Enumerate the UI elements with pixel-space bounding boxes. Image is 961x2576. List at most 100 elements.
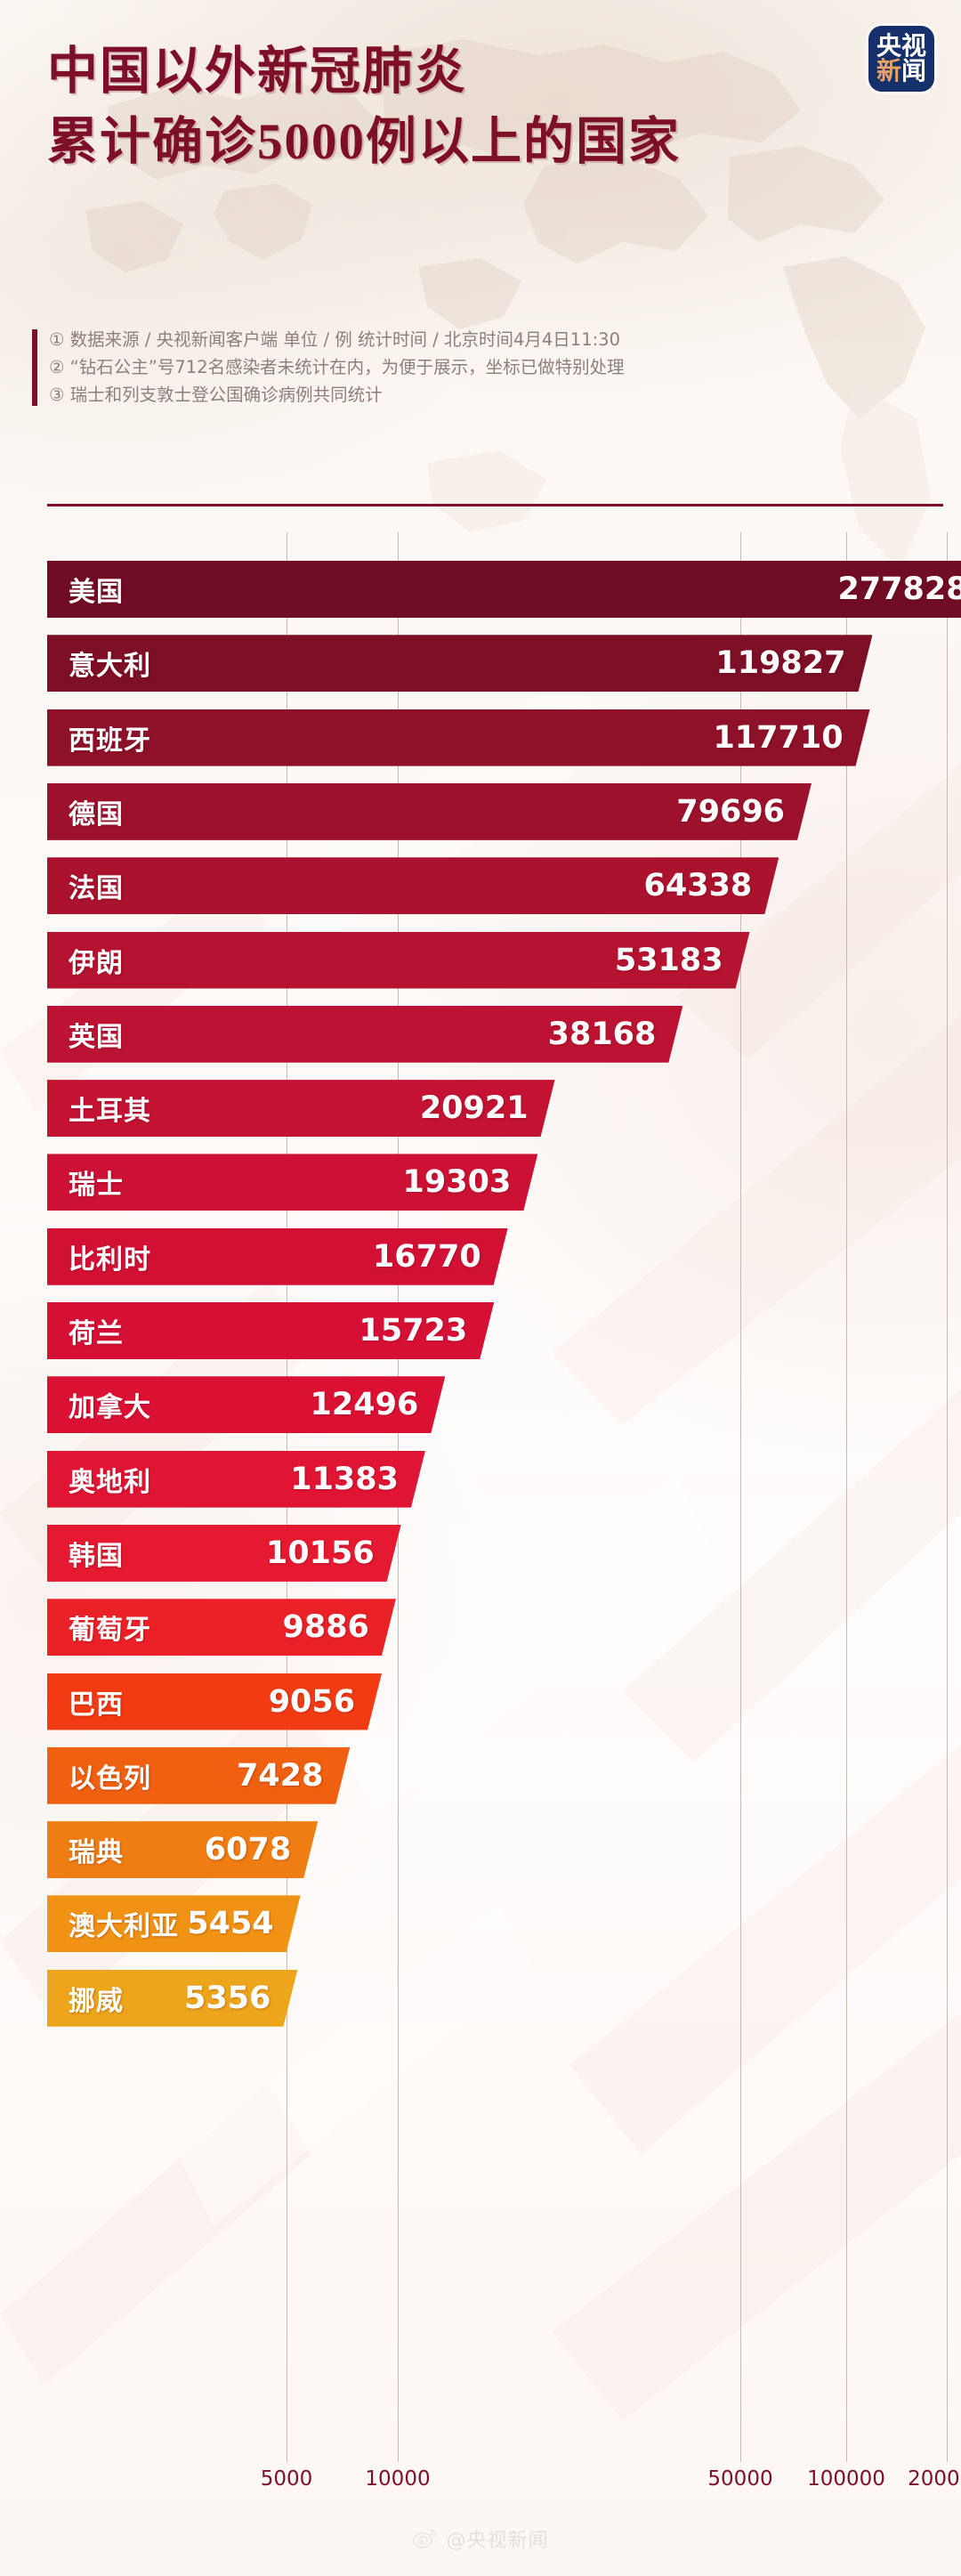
bar-fill bbox=[47, 1376, 445, 1433]
footer-watermark: @央视新闻 bbox=[0, 2524, 961, 2553]
bar-value-label: 7428 bbox=[236, 1757, 324, 1794]
cctv-news-logo: 央 视 新 闻 bbox=[868, 26, 934, 92]
bar-country-label: 加拿大 bbox=[69, 1393, 151, 1423]
bar-value-label: 277828 bbox=[837, 571, 961, 607]
bar-country-label: 比利时 bbox=[69, 1244, 151, 1275]
bar-country-label: 意大利 bbox=[69, 652, 151, 682]
x-axis-tick-label: 10000 bbox=[365, 2467, 431, 2491]
bar-row: 德国 79696 bbox=[47, 783, 812, 840]
logo-char-shi: 视 bbox=[901, 32, 927, 60]
bar-fill bbox=[47, 1228, 508, 1285]
bar-country-label: 美国 bbox=[69, 578, 124, 607]
note-item-1: ① 数据来源 / 央视新闻客户端 单位 / 例 统计时间 / 北京时间4月4日1… bbox=[49, 329, 620, 350]
bar-country-label: 澳大利亚 bbox=[69, 1912, 179, 1942]
logo-char-xin: 新 bbox=[876, 57, 901, 85]
bar-fill bbox=[47, 1302, 494, 1359]
bar-row: 比利时 16770 bbox=[47, 1228, 508, 1285]
bar-fill bbox=[47, 709, 870, 766]
bar-country-label: 以色列 bbox=[69, 1763, 151, 1794]
bar-value-label: 16770 bbox=[372, 1238, 481, 1275]
bar-country-label: 土耳其 bbox=[69, 1097, 151, 1127]
bar-fill bbox=[47, 1154, 537, 1211]
bar-country-label: 奥地利 bbox=[69, 1467, 151, 1497]
bar-country-label: 荷兰 bbox=[69, 1319, 124, 1349]
weibo-icon bbox=[412, 2528, 439, 2549]
x-axis-tick-label: 100000 bbox=[807, 2467, 885, 2491]
bar-value-label: 9886 bbox=[282, 1609, 369, 1646]
bar-row: 伊朗 53183 bbox=[47, 932, 750, 989]
bar-country-label: 挪威 bbox=[69, 1986, 124, 2016]
x-axis-tick-label: 200000 bbox=[908, 2467, 961, 2491]
bar-value-label: 117710 bbox=[713, 719, 844, 756]
gridline-100000 bbox=[846, 532, 847, 2462]
page-title: 中国以外新冠肺炎 累计确诊5000例以上的国家 bbox=[47, 46, 681, 167]
logo-char-wen: 闻 bbox=[901, 57, 927, 85]
bar-country-label: 德国 bbox=[69, 799, 124, 830]
bar-row: 挪威 5356 bbox=[47, 1970, 297, 2027]
bar-country-label: 伊朗 bbox=[69, 948, 124, 978]
bar-country-label: 瑞典 bbox=[69, 1838, 124, 1868]
bar-fill bbox=[47, 1599, 396, 1656]
bar-fill bbox=[47, 561, 961, 618]
bar-row: 巴西 9056 bbox=[47, 1673, 382, 1730]
bar-fill bbox=[47, 1970, 297, 2027]
bar-row: 以色列 7428 bbox=[47, 1747, 350, 1804]
bar-value-label: 6078 bbox=[204, 1832, 292, 1868]
bar-fill bbox=[47, 1747, 350, 1804]
bar-row: 法国 64338 bbox=[47, 857, 779, 914]
bar-fill bbox=[47, 1673, 382, 1730]
bar-row: 瑞典 6078 bbox=[47, 1821, 318, 1878]
bar-fill bbox=[47, 1821, 318, 1878]
logo-row-bottom: 新 闻 bbox=[876, 59, 926, 84]
bar-row: 瑞士 19303 bbox=[47, 1154, 537, 1211]
header-divider bbox=[47, 504, 943, 506]
bar-value-label: 9056 bbox=[268, 1683, 356, 1720]
bar-fill bbox=[47, 1451, 425, 1508]
title-line-2: 累计确诊5000例以上的国家 bbox=[47, 114, 681, 170]
bar-value-label: 15723 bbox=[359, 1313, 468, 1349]
bar-fill bbox=[47, 1006, 682, 1063]
bar-value-label: 79696 bbox=[676, 793, 786, 830]
bar-row: 韩国 10156 bbox=[47, 1525, 401, 1582]
bar-value-label: 119827 bbox=[715, 645, 846, 682]
bar-fill bbox=[47, 1080, 555, 1137]
note-item-2: ② “钻石公主”号712名感染者未统计在内，为便于展示，坐标已做特别处理 bbox=[49, 357, 625, 377]
title-line-1: 中国以外新冠肺炎 bbox=[47, 44, 467, 100]
bar-fill bbox=[47, 783, 812, 840]
bar-value-label: 64338 bbox=[643, 868, 753, 904]
bar-country-label: 韩国 bbox=[69, 1541, 124, 1571]
bar-country-label: 巴西 bbox=[69, 1689, 124, 1720]
bar-country-label: 瑞士 bbox=[69, 1171, 124, 1201]
gridline-200000 bbox=[947, 532, 948, 2462]
bar-row: 意大利 119827 bbox=[47, 635, 872, 692]
logo-char-yang: 央 bbox=[876, 32, 901, 60]
bar-country-label: 葡萄牙 bbox=[69, 1616, 151, 1646]
watermark-text: @央视新闻 bbox=[446, 2530, 549, 2552]
x-axis-tick-label: 50000 bbox=[707, 2467, 773, 2491]
bar-value-label: 5454 bbox=[187, 1906, 274, 1942]
bar-row: 土耳其 20921 bbox=[47, 1080, 555, 1137]
bar-row: 澳大利亚 5454 bbox=[47, 1895, 301, 1952]
bar-row: 西班牙 117710 bbox=[47, 709, 870, 766]
bar-fill bbox=[47, 932, 750, 989]
bar-row: 荷兰 15723 bbox=[47, 1302, 494, 1359]
bar-row: 奥地利 11383 bbox=[47, 1451, 425, 1508]
logo-row-top: 央 视 bbox=[876, 34, 926, 59]
x-axis-tick-label: 5000 bbox=[260, 2467, 313, 2491]
bar-country-label: 西班牙 bbox=[69, 725, 151, 756]
notes-accent-bar bbox=[32, 329, 37, 406]
bar-value-label: 38168 bbox=[547, 1016, 657, 1052]
bar-fill bbox=[47, 1895, 301, 1952]
bar-country-label: 法国 bbox=[69, 874, 124, 904]
bar-value-label: 10156 bbox=[265, 1535, 375, 1571]
bar-fill bbox=[47, 1525, 401, 1582]
bar-row: 英国 38168 bbox=[47, 1006, 682, 1063]
note-item-3: ③ 瑞士和列支敦士登公国确诊病例共同统计 bbox=[49, 385, 383, 405]
notes-block: ① 数据来源 / 央视新闻客户端 单位 / 例 统计时间 / 北京时间4月4日1… bbox=[32, 326, 940, 409]
bar-value-label: 5356 bbox=[183, 1980, 271, 2016]
bar-value-label: 19303 bbox=[402, 1164, 512, 1201]
bar-row: 加拿大 12496 bbox=[47, 1376, 445, 1433]
bar-value-label: 11383 bbox=[290, 1461, 399, 1497]
